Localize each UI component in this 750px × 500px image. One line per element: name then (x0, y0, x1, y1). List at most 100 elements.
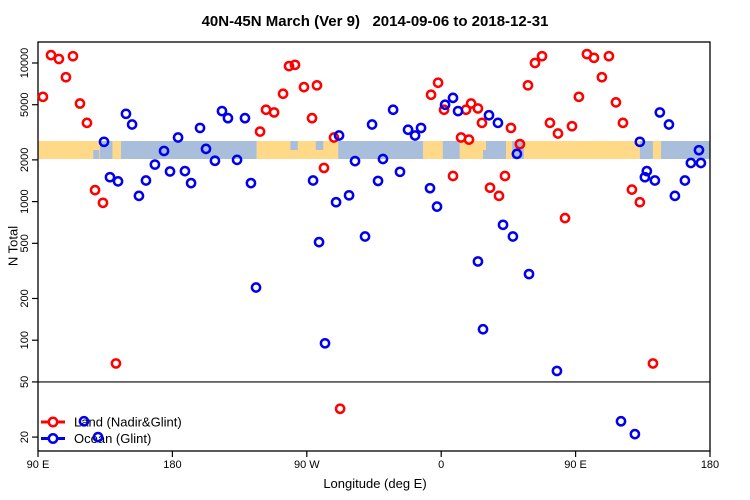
data-point-land (505, 122, 517, 134)
data-point-ocean (634, 136, 646, 148)
data-point-ocean (695, 157, 707, 169)
y-axis-tick-label: 200 (19, 289, 31, 307)
map-band-segment-ocean (442, 141, 460, 159)
data-point-ocean (140, 175, 152, 186)
chart-title: 40N-45N March (Ver 9) 2014-09-06 to 2018… (201, 13, 549, 30)
data-point-land (573, 91, 585, 103)
data-point-ocean (330, 196, 342, 208)
data-point-land (529, 57, 541, 69)
data-point-ocean (245, 177, 257, 189)
data-point-land (298, 81, 310, 93)
data-point-ocean (372, 175, 384, 187)
data-point-ocean (366, 119, 378, 130)
data-point-ocean (313, 236, 325, 248)
data-point-ocean (158, 145, 170, 157)
data-point-land (283, 60, 295, 72)
legend-label: Ocean (Glint) (74, 431, 151, 446)
data-point-land (254, 126, 266, 137)
y-axis-tick-label: 10000 (19, 48, 31, 79)
data-point-ocean (333, 130, 345, 141)
data-point-ocean (685, 157, 697, 169)
data-point-ocean (126, 119, 138, 130)
plot-border (37, 41, 711, 452)
x-axis-tick-label: 180 (701, 459, 719, 471)
data-point-land (634, 196, 646, 208)
data-point-ocean (431, 201, 443, 212)
data-point-land (566, 120, 578, 132)
map-band-speck-ocean (315, 141, 324, 150)
map-band-segment-ocean (639, 141, 653, 159)
data-point-ocean (200, 143, 212, 155)
data-point-ocean (639, 171, 651, 183)
data-point-ocean (179, 165, 191, 177)
data-point-ocean (679, 175, 691, 186)
data-point-ocean (164, 166, 176, 177)
data-point-ocean (239, 112, 251, 124)
data-point-land (53, 53, 65, 65)
data-point-ocean (669, 190, 681, 202)
data-point-land (289, 59, 301, 71)
data-point-land (552, 128, 564, 139)
data-point-ocean (511, 148, 523, 160)
map-band-segment-ocean (483, 141, 507, 159)
data-point-land (465, 98, 477, 109)
data-point-ocean (483, 109, 495, 121)
x-axis-tick-label: 90 E (564, 459, 587, 471)
data-point-land (514, 138, 526, 150)
data-point-land (425, 89, 437, 101)
data-point-ocean (472, 256, 484, 267)
data-point-land (311, 79, 323, 91)
data-point-ocean (120, 108, 132, 120)
legend-label: Land (Nadir&Glint) (74, 415, 182, 430)
y-axis-tick-label: 5000 (19, 92, 31, 116)
data-point-ocean (231, 154, 243, 166)
data-point-land (89, 184, 101, 196)
data-point-ocean (447, 92, 459, 104)
data-point-land (647, 358, 659, 369)
map-band-segment-land (38, 141, 100, 159)
data-point-land (596, 71, 608, 83)
data-point-land (522, 79, 534, 91)
map-band-segment-land (506, 141, 513, 159)
data-point-land (484, 182, 496, 194)
data-point-land (499, 170, 511, 182)
data-point-ocean (216, 105, 228, 117)
map-band-segment-ocean (338, 141, 424, 159)
data-point-land (432, 77, 444, 89)
data-point-land (110, 358, 122, 369)
data-point-ocean (104, 171, 116, 183)
data-point-ocean (92, 431, 104, 443)
data-point-ocean (98, 136, 110, 148)
data-point-ocean (452, 105, 464, 117)
data-point-ocean (185, 177, 197, 189)
data-point-ocean (222, 112, 234, 124)
y-axis-tick-label: 100 (19, 331, 31, 349)
map-band-speck-land (480, 141, 486, 150)
map-band-segment-land (652, 141, 662, 159)
data-point-ocean (654, 107, 666, 118)
data-point-land (97, 197, 109, 209)
data-point-ocean (209, 155, 221, 167)
data-point-land (559, 212, 571, 224)
data-point-ocean (359, 231, 371, 242)
data-point-ocean (615, 415, 627, 427)
y-axis-tick-label: 500 (19, 234, 31, 252)
data-point-ocean (693, 144, 705, 156)
data-point-ocean (343, 189, 355, 201)
data-point-ocean (629, 428, 641, 440)
data-point-ocean (663, 119, 675, 130)
data-point-ocean (194, 122, 206, 134)
data-point-land (626, 184, 638, 195)
data-point-ocean (439, 99, 451, 111)
data-point-ocean (387, 104, 399, 116)
map-band-segment-land (459, 141, 484, 159)
data-point-land (544, 117, 556, 129)
y-axis-tick-label: 50 (19, 376, 31, 388)
data-point-ocean (424, 182, 436, 194)
data-point-ocean (551, 365, 563, 377)
data-point-land (328, 132, 340, 143)
data-point-land (588, 52, 600, 64)
data-point-land (334, 403, 346, 415)
